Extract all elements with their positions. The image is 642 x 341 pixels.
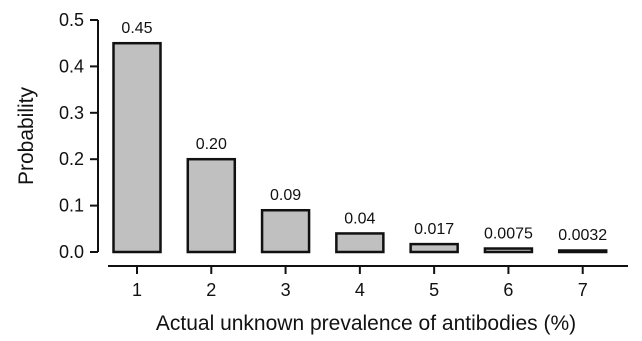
- bar: [186, 157, 237, 254]
- data-label: 0.20: [196, 136, 227, 153]
- bar: [557, 249, 608, 254]
- bars: [112, 41, 608, 254]
- x-tick-label: 5: [429, 280, 439, 300]
- bar: [335, 232, 385, 254]
- data-label: 0.04: [344, 210, 375, 227]
- x-tick-label: 1: [132, 280, 142, 300]
- data-label: 0.017: [414, 221, 454, 238]
- x-tick-label: 7: [578, 280, 588, 300]
- data-label: 0.45: [121, 20, 152, 37]
- y-tick-label: 0.3: [59, 103, 84, 123]
- x-axis: 1 2 3 4 5 6 7: [108, 265, 628, 300]
- y-tick-label: 0.4: [59, 56, 84, 76]
- x-tick-label: 4: [355, 280, 365, 300]
- data-label: 0.0032: [558, 227, 607, 244]
- x-tick-label: 2: [206, 280, 216, 300]
- x-tick-label: 3: [281, 280, 291, 300]
- y-axis: 0.0 0.1 0.2 0.3 0.4 0.5: [59, 10, 99, 262]
- x-axis-label: Actual unknown prevalence of antibodies …: [156, 312, 576, 335]
- y-tick-label: 0.2: [59, 149, 84, 169]
- x-tick-label: 6: [503, 280, 513, 300]
- y-axis-label: Probability: [15, 86, 38, 185]
- data-labels: 0.45 0.20 0.09 0.04 0.017 0.0075 0.0032: [121, 20, 607, 244]
- bar: [260, 208, 311, 254]
- data-label: 0.0075: [484, 226, 533, 243]
- data-label: 0.09: [270, 187, 301, 204]
- y-tick-label: 0.1: [59, 196, 84, 216]
- bar: [409, 242, 459, 254]
- bar: [483, 247, 534, 254]
- y-tick-label: 0.0: [59, 242, 84, 262]
- bar: [112, 41, 162, 254]
- y-tick-label: 0.5: [59, 10, 84, 30]
